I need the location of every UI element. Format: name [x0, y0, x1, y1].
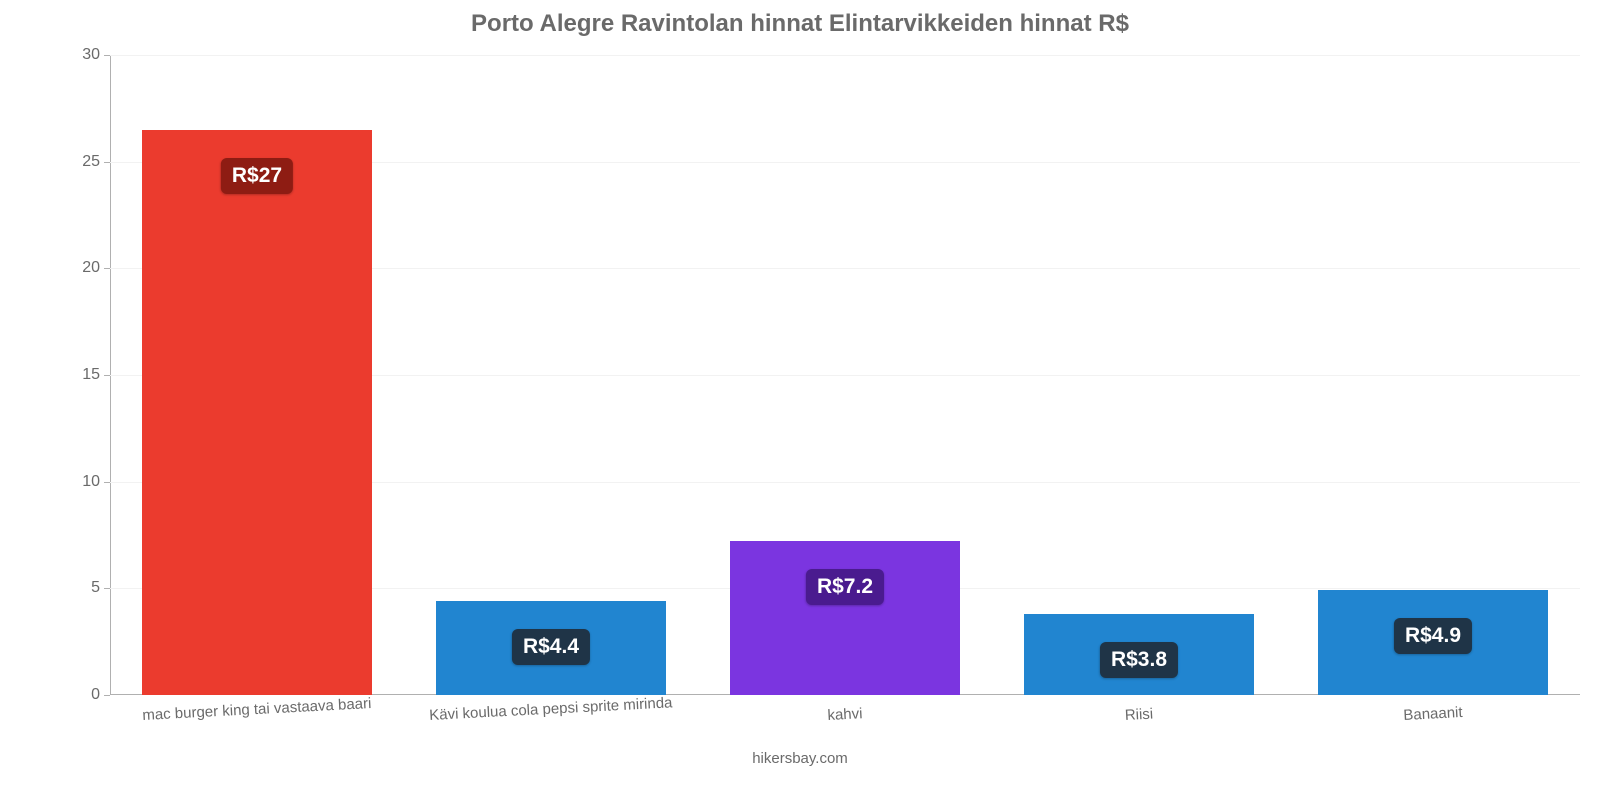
y-tick-mark [104, 268, 110, 269]
bar-value-label: R$3.8 [1100, 642, 1178, 678]
y-tick-mark [104, 695, 110, 696]
x-category-label: mac burger king tai vastaava baari [142, 695, 372, 724]
chart-title: Porto Alegre Ravintolan hinnat Elintarvi… [0, 0, 1600, 38]
x-category-label: kahvi [827, 705, 863, 724]
y-tick-mark [104, 588, 110, 589]
y-tick-mark [104, 375, 110, 376]
bar-value-label: R$4.4 [512, 629, 590, 665]
bar: R$7.2 [730, 541, 959, 695]
attribution-text: hikersbay.com [0, 750, 1600, 767]
bar-value-label: R$7.2 [806, 569, 884, 605]
price-bar-chart: Porto Alegre Ravintolan hinnat Elintarvi… [0, 0, 1600, 800]
x-category-label: Kävi koulua cola pepsi sprite mirinda [429, 694, 673, 724]
bar: R$4.9 [1318, 590, 1547, 695]
y-tick-mark [104, 482, 110, 483]
y-tick-mark [104, 55, 110, 56]
x-category-label: Riisi [1124, 706, 1153, 724]
x-category-label: Banaanit [1403, 704, 1463, 724]
bar-value-label: R$4.9 [1394, 618, 1472, 654]
gridline [110, 55, 1580, 56]
bar: R$4.4 [436, 601, 665, 695]
y-tick-mark [104, 162, 110, 163]
plot-area: 051015202530 R$27R$4.4R$7.2R$3.8R$4.9 ma… [110, 55, 1580, 695]
bar: R$27 [142, 130, 371, 695]
bar-value-label: R$27 [221, 158, 293, 194]
bar: R$3.8 [1024, 614, 1253, 695]
